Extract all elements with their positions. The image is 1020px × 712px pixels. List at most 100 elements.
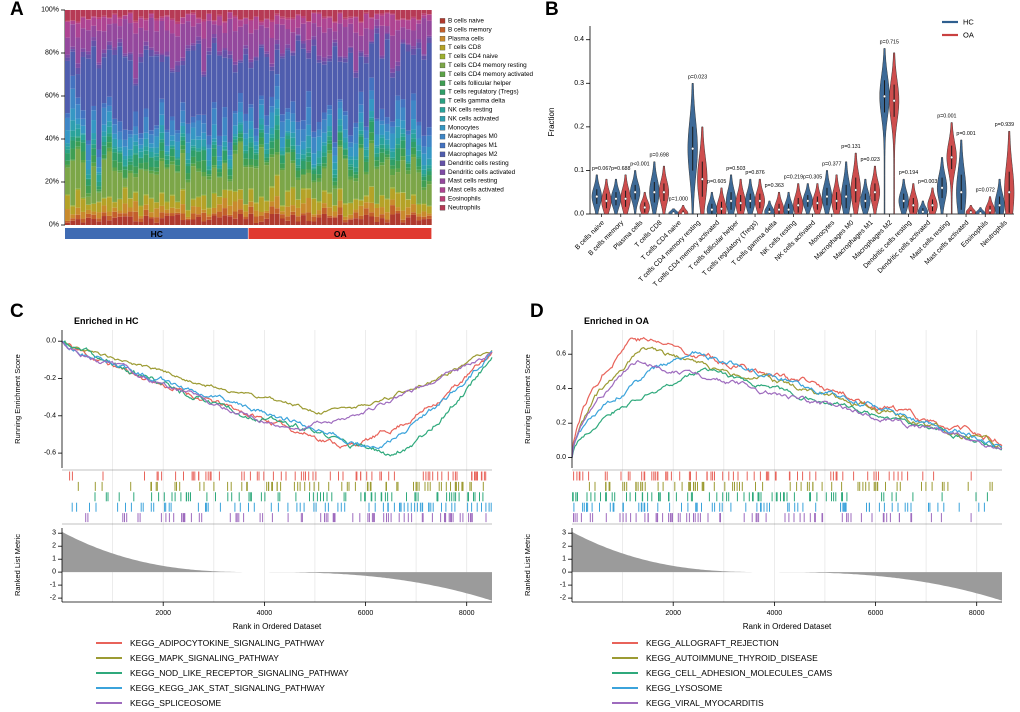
svg-text:p=0.503: p=0.503: [726, 166, 745, 172]
svg-text:80%: 80%: [45, 50, 59, 57]
legend-item: KEGG_ADIPOCYTOKINE_SIGNALING_PATHWAY: [96, 638, 349, 648]
series-label: KEGG_SPLICEOSOME: [130, 698, 222, 708]
svg-text:p=0.001: p=0.001: [956, 131, 975, 137]
svg-text:Macrophages M0: Macrophages M0: [448, 133, 498, 140]
svg-text:0.2: 0.2: [574, 123, 584, 130]
ranked-list-metric-area: [572, 531, 1002, 601]
svg-text:Mast cells resting: Mast cells resting: [448, 178, 498, 185]
legend-item: KEGG_LYSOSOME: [612, 683, 832, 693]
svg-text:Macrophages M2: Macrophages M2: [448, 151, 498, 158]
svg-text:p=0.305: p=0.305: [803, 175, 822, 181]
legend-item: KEGG_MAPK_SIGNALING_PATHWAY: [96, 653, 349, 663]
svg-text:Running Enrichment Score: Running Enrichment Score: [13, 354, 22, 444]
svg-text:Enriched in HC: Enriched in HC: [74, 316, 139, 326]
svg-text:-1: -1: [560, 582, 566, 589]
svg-text:p=0.688: p=0.688: [611, 166, 630, 172]
svg-text:Fraction: Fraction: [547, 108, 556, 137]
svg-text:B cells naive: B cells naive: [448, 18, 484, 25]
series-label: KEGG_NOD_LIKE_RECEPTOR_SIGNALING_PATHWAY: [130, 668, 349, 678]
series-label: KEGG_ADIPOCYTOKINE_SIGNALING_PATHWAY: [130, 638, 325, 648]
svg-text:p=0.072: p=0.072: [976, 188, 995, 194]
series-label: KEGG_LYSOSOME: [646, 683, 723, 693]
legend-item: KEGG_KEGG_JAK_STAT_SIGNALING_PATHWAY: [96, 683, 349, 693]
svg-text:Rank in Ordered Dataset: Rank in Ordered Dataset: [743, 622, 832, 631]
axes: 0.6 0.4 0.2 0.0 3 2 1 0 -1 -2 2000 4000 6000 8000 Rank…: [523, 330, 1002, 631]
series-label: KEGG_KEGG_JAK_STAT_SIGNALING_PATHWAY: [130, 683, 325, 693]
svg-text:40%: 40%: [45, 136, 59, 143]
svg-text:0.0: 0.0: [556, 454, 566, 461]
svg-text:0.2: 0.2: [556, 420, 566, 427]
legend-item: KEGG_SPLICEOSOME: [96, 698, 349, 708]
svg-text:0%: 0%: [49, 222, 59, 229]
svg-text:4000: 4000: [257, 610, 273, 617]
svg-text:p=0.715: p=0.715: [880, 39, 899, 45]
legend-item: KEGG_CELL_ADHESION_MOLECULES_CAMS: [612, 668, 832, 678]
panel-d-legend: KEGG_ALLOGRAFT_REJECTION KEGG_AUTOIMMUNE…: [612, 638, 832, 708]
gridlines: [622, 330, 978, 602]
svg-text:p=0.003: p=0.003: [918, 179, 937, 185]
svg-text:T cells CD4 memory resting: T cells CD4 memory resting: [448, 62, 527, 69]
enrichment-curves: [571, 336, 1003, 458]
svg-text:T cells regulatory (Tregs): T cells regulatory (Tregs): [448, 89, 519, 96]
svg-text:T cells CD4 naive: T cells CD4 naive: [448, 53, 498, 60]
svg-text:Macrophages M1: Macrophages M1: [448, 142, 498, 149]
ranked-list-metric-area: [62, 531, 492, 601]
svg-text:OA: OA: [963, 31, 974, 40]
svg-text:Ranked List Metric: Ranked List Metric: [523, 534, 532, 596]
panel-c-gsea-chart: 0.0 -0.2 -0.4 -0.6 3 2 1 0 -1 -2 2000 4000 6000 8000 R…: [13, 316, 493, 631]
svg-text:Mast cells activated: Mast cells activated: [448, 187, 504, 194]
svg-text:p=0.876: p=0.876: [745, 170, 764, 176]
svg-text:-0.6: -0.6: [44, 450, 56, 457]
svg-text:6000: 6000: [868, 610, 884, 617]
svg-text:8000: 8000: [969, 610, 985, 617]
panel-c-label: C: [10, 301, 24, 322]
svg-text:Ranked List Metric: Ranked List Metric: [13, 534, 22, 596]
svg-text:0.6: 0.6: [556, 351, 566, 358]
svg-text:NK cells resting: NK cells resting: [448, 107, 493, 114]
svg-text:T cells CD4 memory activated: T cells CD4 memory activated: [448, 71, 534, 78]
series-color-swatch: [612, 642, 638, 644]
panel-d-label: D: [530, 301, 544, 322]
svg-text:-0.2: -0.2: [44, 375, 56, 382]
legend-item: KEGG_AUTOIMMUNE_THYROID_DISEASE: [612, 653, 832, 663]
series-label: KEGG_VIRAL_MYOCARDITIS: [646, 698, 764, 708]
svg-text:Eosinophils: Eosinophils: [448, 196, 481, 203]
series-label: KEGG_MAPK_SIGNALING_PATHWAY: [130, 653, 279, 663]
svg-text:p=0.023: p=0.023: [688, 74, 707, 80]
svg-text:Dendritic cells activated: Dendritic cells activated: [448, 169, 516, 176]
series-color-swatch: [612, 702, 638, 704]
legend-item: KEGG_VIRAL_MYOCARDITIS: [612, 698, 832, 708]
svg-text:p<0.001: p<0.001: [630, 161, 649, 167]
svg-text:HC: HC: [151, 229, 163, 239]
svg-text:p=0.131: p=0.131: [841, 144, 860, 150]
svg-text:B cells memory: B cells memory: [448, 26, 492, 33]
series-color-swatch: [612, 687, 638, 689]
svg-text:-2: -2: [560, 595, 566, 602]
svg-text:2: 2: [562, 543, 566, 550]
legend-item: KEGG_NOD_LIKE_RECEPTOR_SIGNALING_PATHWAY: [96, 668, 349, 678]
panel-b-label: B: [545, 0, 559, 20]
hit-ticks: [572, 469, 1002, 525]
svg-text:1: 1: [52, 556, 56, 563]
svg-text:60%: 60%: [45, 93, 59, 100]
svg-text:100%: 100%: [41, 7, 59, 14]
svg-text:p=0.001: p=0.001: [937, 114, 956, 120]
svg-text:NK cells activated: NK cells activated: [448, 115, 499, 122]
svg-text:p=0.023: p=0.023: [860, 157, 879, 163]
svg-text:8000: 8000: [459, 610, 475, 617]
svg-text:2: 2: [52, 543, 56, 550]
svg-text:T cells follicular helper: T cells follicular helper: [448, 80, 512, 87]
svg-text:Monocytes: Monocytes: [448, 124, 479, 131]
svg-text:2000: 2000: [155, 610, 171, 617]
svg-text:p=0.219: p=0.219: [784, 175, 803, 181]
svg-text:p=0.067: p=0.067: [592, 166, 611, 172]
svg-text:0.0: 0.0: [574, 211, 584, 218]
svg-text:0: 0: [52, 569, 56, 576]
svg-text:OA: OA: [334, 229, 347, 239]
enrichment-curves: [61, 340, 493, 457]
svg-text:Dendritic cells resting: Dendritic cells resting: [448, 160, 509, 167]
series-label: KEGG_AUTOIMMUNE_THYROID_DISEASE: [646, 653, 818, 663]
